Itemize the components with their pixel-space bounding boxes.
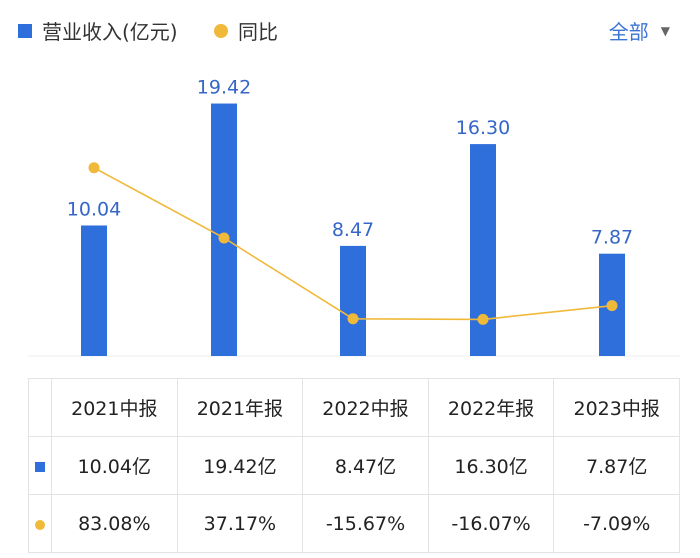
revenue-square-icon (35, 461, 45, 472)
data-table: 2021中报 2021年报 2022中报 2022年报 2023中报 10.04… (28, 378, 680, 553)
legend: 营业收入(亿元) 同比 (0, 16, 700, 48)
yoy-cell: -7.09% (553, 494, 680, 553)
yoy-point-2021中报 (88, 162, 100, 174)
bar-value-label: 8.47 (332, 219, 374, 241)
yoy-cell: 83.08% (51, 494, 178, 553)
table-row-yoy: 83.08% 37.17% -15.67% -16.07% -7.09% (28, 494, 680, 553)
legend-item-yoy[interactable]: 同比 (214, 16, 278, 45)
bar-value-label: 7.87 (591, 227, 633, 249)
bar-2021中报 (81, 225, 107, 356)
table-header-cell: 2021中报 (51, 378, 178, 437)
period-filter-dropdown[interactable]: 全部 ▼ (609, 16, 670, 45)
legend-dot-icon (214, 23, 228, 38)
table-row-revenue: 10.04亿 19.42亿 8.47亿 16.30亿 7.87亿 (28, 436, 680, 495)
table-corner-cell (28, 378, 52, 437)
yoy-cell: -16.07% (427, 494, 555, 553)
revenue-chart: 10.04 19.42 8.47 16.30 7.87 (28, 77, 680, 357)
legend-item-revenue[interactable]: 营业收入(亿元) (18, 16, 178, 45)
table-header-cell: 2021年报 (176, 378, 304, 437)
bar-2021年报 (211, 103, 237, 356)
yoy-cell: 37.17% (176, 494, 304, 553)
bar-2022中报 (340, 245, 366, 356)
legend-yoy-label: 同比 (238, 20, 278, 44)
table-header-row: 2021中报 2021年报 2022中报 2022年报 2023中报 (28, 378, 680, 437)
table-header-cell: 2023中报 (553, 378, 680, 437)
row-marker-cell (28, 494, 52, 553)
revenue-cell: 8.47亿 (302, 436, 429, 495)
yoy-point-2022年报 (477, 313, 489, 325)
yoy-point-2023中报 (606, 300, 618, 312)
row-marker-cell (28, 436, 52, 495)
table-header-cell: 2022中报 (302, 378, 429, 437)
legend-square-icon (18, 23, 32, 38)
yoy-dot-icon (35, 519, 45, 530)
period-filter-label: 全部 (608, 20, 649, 44)
table-header-cell: 2022年报 (427, 378, 555, 437)
revenue-cell: 7.87亿 (553, 436, 680, 495)
yoy-point-2021年报 (218, 232, 230, 244)
revenue-cell: 19.42亿 (176, 436, 304, 495)
legend-revenue-label: 营业收入(亿元) (42, 20, 178, 44)
bar-value-label: 16.30 (456, 117, 510, 139)
revenue-cell: 10.04亿 (51, 436, 178, 495)
chevron-down-icon: ▼ (660, 23, 670, 38)
yoy-point-2022中报 (347, 313, 359, 325)
bar-value-label: 19.42 (197, 77, 251, 99)
bar-value-label: 10.04 (67, 198, 121, 220)
revenue-cell: 16.30亿 (427, 436, 555, 495)
yoy-cell: -15.67% (302, 494, 429, 553)
